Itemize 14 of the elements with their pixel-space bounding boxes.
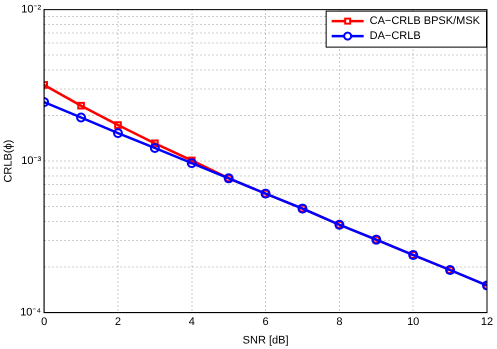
x-tick-label: 2 <box>114 316 122 328</box>
x-tick-label: 12 <box>480 316 494 328</box>
y-tick-label: 10⁻³ <box>21 155 42 168</box>
y-tick-label: 10⁻⁴ <box>20 306 42 319</box>
x-tick-label: 10 <box>407 316 420 328</box>
x-tick-label: 8 <box>336 316 342 328</box>
y-axis-title: CRLB(ϕ) <box>2 140 15 183</box>
x-axis-title: SNR [dB] <box>242 334 289 346</box>
y-tick-label: 10⁻² <box>21 4 42 16</box>
legend-label: DA−CRLB <box>370 30 421 42</box>
x-tick-label: 4 <box>188 316 195 328</box>
x-tick-label: 6 <box>262 316 269 328</box>
legend-label: CA−CRLB BPSK/MSK <box>370 15 481 28</box>
x-tick-label: 0 <box>41 316 48 328</box>
